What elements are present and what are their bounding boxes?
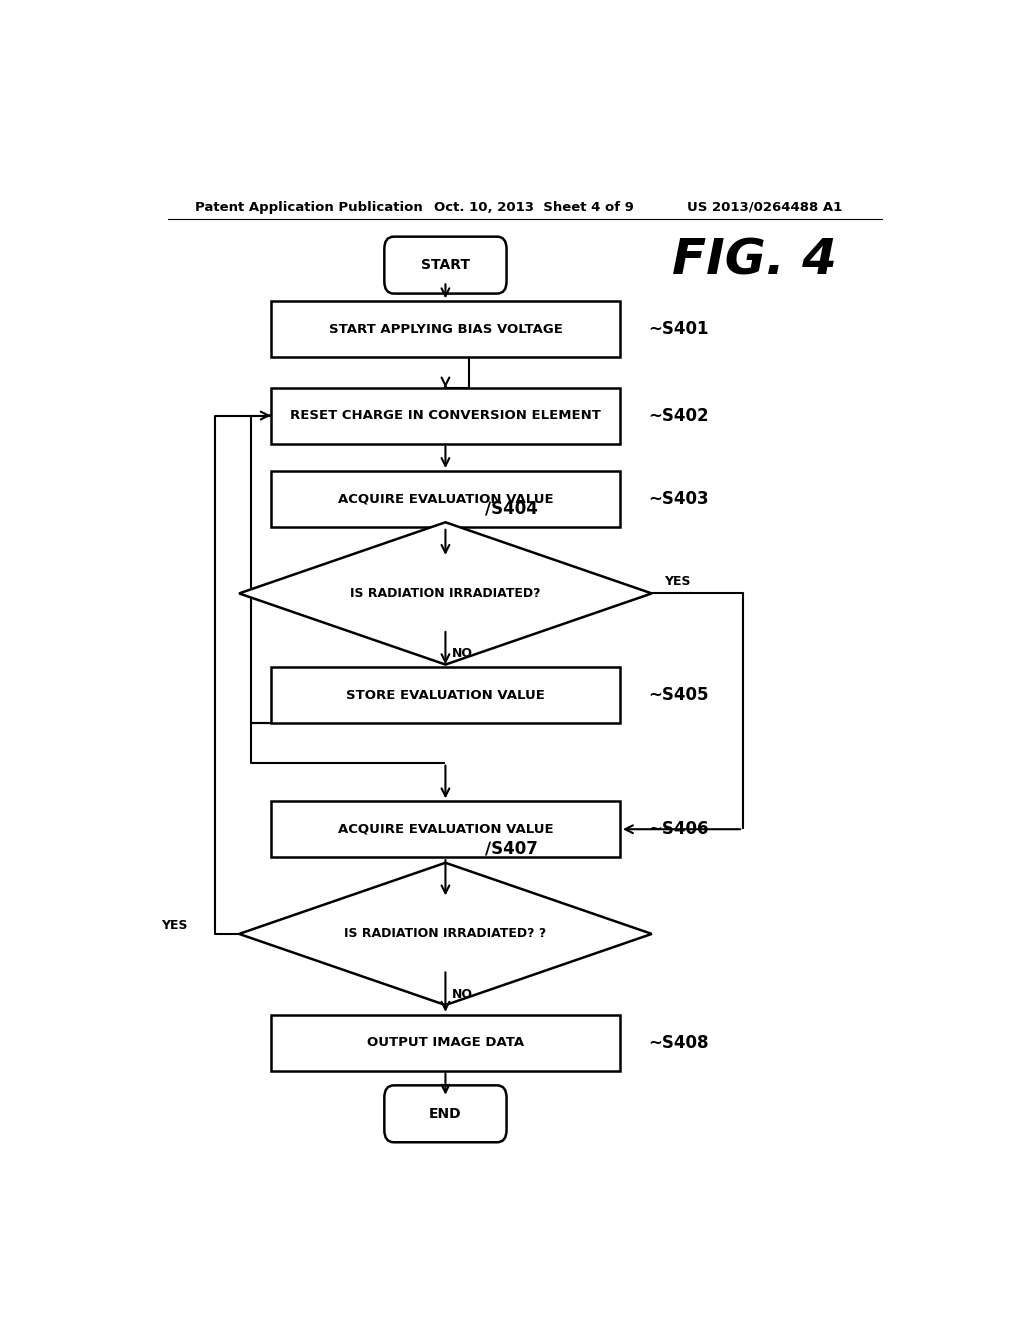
Text: ACQUIRE EVALUATION VALUE: ACQUIRE EVALUATION VALUE — [338, 822, 553, 836]
Text: YES: YES — [161, 919, 187, 932]
Text: IS RADIATION IRRADIATED? ?: IS RADIATION IRRADIATED? ? — [344, 928, 547, 940]
Text: ∕S404: ∕S404 — [485, 499, 538, 517]
Text: START: START — [421, 259, 470, 272]
Polygon shape — [240, 863, 652, 1005]
Polygon shape — [270, 471, 620, 527]
Text: Patent Application Publication: Patent Application Publication — [196, 201, 423, 214]
Text: RESET CHARGE IN CONVERSION ELEMENT: RESET CHARGE IN CONVERSION ELEMENT — [290, 409, 601, 422]
Polygon shape — [270, 1015, 620, 1071]
Text: IS RADIATION IRRADIATED?: IS RADIATION IRRADIATED? — [350, 587, 541, 599]
Text: ∼S406: ∼S406 — [648, 820, 709, 838]
Text: US 2013/0264488 A1: US 2013/0264488 A1 — [687, 201, 843, 214]
Text: Oct. 10, 2013  Sheet 4 of 9: Oct. 10, 2013 Sheet 4 of 9 — [433, 201, 634, 214]
Text: ∼S402: ∼S402 — [648, 407, 709, 425]
Text: STORE EVALUATION VALUE: STORE EVALUATION VALUE — [346, 689, 545, 701]
Text: ∼S405: ∼S405 — [648, 686, 709, 704]
Text: ∼S408: ∼S408 — [648, 1034, 709, 1052]
Text: OUTPUT IMAGE DATA: OUTPUT IMAGE DATA — [367, 1036, 524, 1049]
Text: END: END — [429, 1106, 462, 1121]
FancyBboxPatch shape — [384, 236, 507, 293]
Text: ∼S403: ∼S403 — [648, 490, 709, 508]
Text: NO: NO — [452, 987, 473, 1001]
FancyBboxPatch shape — [384, 1085, 507, 1142]
Text: NO: NO — [452, 647, 473, 660]
Text: FIG. 4: FIG. 4 — [672, 236, 837, 284]
Polygon shape — [270, 667, 620, 723]
Polygon shape — [270, 801, 620, 857]
Polygon shape — [240, 523, 652, 664]
Polygon shape — [270, 301, 620, 358]
Text: YES: YES — [664, 574, 690, 587]
Text: ∕S407: ∕S407 — [485, 840, 538, 858]
Text: START APPLYING BIAS VOLTAGE: START APPLYING BIAS VOLTAGE — [329, 322, 562, 335]
Text: ∼S401: ∼S401 — [648, 321, 709, 338]
Polygon shape — [270, 388, 620, 444]
Text: ACQUIRE EVALUATION VALUE: ACQUIRE EVALUATION VALUE — [338, 492, 553, 506]
